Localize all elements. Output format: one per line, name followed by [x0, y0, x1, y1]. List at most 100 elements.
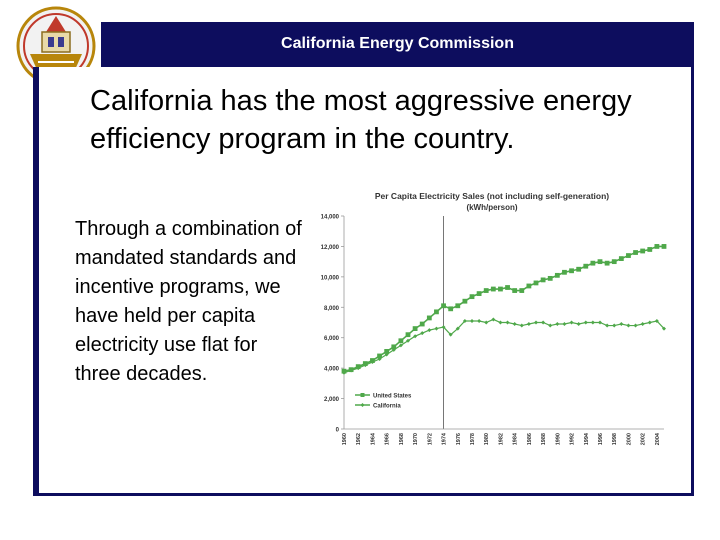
data-point-california	[519, 323, 524, 328]
y-tick-label: 8,000	[324, 306, 340, 312]
data-point-united-states	[462, 298, 468, 304]
x-tick-label: 1992	[570, 433, 576, 445]
x-tick-label: 1990	[555, 433, 561, 445]
x-tick-label: 1996	[598, 433, 604, 445]
data-point-california	[555, 322, 560, 327]
data-point-california	[370, 360, 375, 365]
data-point-united-states	[505, 285, 510, 290]
x-tick-label: 2004	[655, 432, 661, 445]
x-tick-label: 1976	[456, 433, 462, 445]
data-point-united-states	[441, 303, 446, 309]
data-point-california	[640, 322, 645, 327]
data-point-california	[647, 320, 652, 325]
data-point-united-states	[604, 260, 610, 266]
data-point-united-states	[434, 309, 439, 315]
data-point-united-states	[476, 291, 482, 296]
data-point-united-states	[391, 344, 397, 350]
data-point-california	[434, 326, 439, 331]
slide-title: California has the most aggressive energ…	[90, 85, 632, 155]
y-tick-label: 12,000	[321, 245, 340, 251]
data-point-united-states	[590, 260, 596, 266]
data-point-california	[462, 318, 467, 323]
legend-marker-square	[360, 393, 365, 397]
chart-subtitle: (kWh/person)	[466, 203, 517, 212]
data-point-california	[505, 320, 510, 325]
data-point-california	[398, 343, 403, 348]
data-point-united-states	[469, 294, 475, 300]
data-point-california	[662, 326, 666, 331]
data-point-united-states	[618, 256, 624, 261]
data-point-california	[427, 328, 432, 333]
header-title: California Energy Commission	[281, 35, 514, 52]
data-point-california	[541, 320, 546, 325]
data-point-united-states	[533, 280, 539, 286]
frame-left-edge	[33, 67, 39, 496]
data-point-united-states	[626, 253, 631, 258]
data-point-united-states	[540, 277, 546, 283]
data-point-california	[548, 323, 553, 328]
data-point-california	[512, 322, 517, 327]
y-tick-label: 10,000	[321, 275, 340, 281]
data-point-california	[363, 363, 368, 368]
data-point-california	[654, 318, 659, 323]
data-point-california	[406, 338, 410, 343]
data-point-united-states	[597, 259, 603, 265]
data-point-california	[484, 320, 489, 325]
x-tick-label: 2000	[626, 433, 632, 445]
data-point-united-states	[377, 353, 382, 359]
data-point-united-states	[526, 283, 532, 289]
data-point-california	[576, 322, 581, 327]
data-point-california	[526, 322, 531, 327]
x-tick-label: 1994	[584, 432, 590, 445]
data-point-united-states	[554, 272, 560, 278]
data-point-california	[455, 326, 460, 331]
data-point-united-states	[640, 248, 646, 254]
data-point-united-states	[611, 259, 617, 265]
y-tick-label: 2,000	[324, 397, 340, 403]
content-frame	[33, 67, 694, 496]
data-point-california	[377, 357, 382, 362]
body-text: Through a combination of mandated standa…	[75, 218, 302, 385]
x-tick-label: 1962	[356, 433, 362, 445]
data-point-california	[498, 320, 503, 325]
data-point-united-states	[562, 269, 567, 275]
data-point-united-states	[647, 247, 653, 252]
data-point-united-states	[661, 244, 667, 249]
data-point-california	[356, 366, 361, 371]
data-point-california	[562, 322, 567, 327]
legend-label: California	[373, 404, 401, 410]
data-point-california	[626, 323, 631, 328]
x-tick-label: 1966	[385, 433, 391, 445]
y-tick-label: 14,000	[321, 215, 340, 221]
x-tick-label: 1964	[370, 432, 376, 445]
data-point-california	[583, 320, 588, 325]
x-tick-label: 1974	[442, 432, 448, 445]
data-point-california	[349, 368, 354, 373]
x-tick-label: 1972	[427, 433, 433, 445]
x-tick-label: 1982	[498, 433, 504, 445]
data-point-california	[342, 370, 346, 375]
legend-label: United States	[373, 394, 412, 400]
x-tick-label: 1998	[612, 433, 618, 445]
x-tick-label: 1960	[342, 433, 348, 445]
legend-marker-diamond	[360, 403, 365, 407]
header-bar: California Energy Commission	[101, 22, 694, 67]
data-point-united-states	[412, 326, 418, 331]
data-point-california	[569, 320, 574, 325]
x-tick-label: 2002	[641, 433, 647, 445]
data-point-united-states	[384, 349, 390, 354]
chart-title: Per Capita Electricity Sales (not includ…	[375, 191, 609, 201]
y-tick-label: 6,000	[324, 336, 340, 342]
data-point-united-states	[398, 338, 404, 344]
data-point-california	[477, 318, 482, 323]
data-point-california	[534, 320, 538, 325]
california-seal-icon	[16, 6, 96, 86]
x-tick-label: 1988	[541, 433, 547, 445]
data-point-california	[470, 318, 474, 323]
data-point-california	[420, 331, 425, 336]
x-tick-label: 1968	[399, 433, 405, 445]
y-tick-label: 4,000	[324, 367, 340, 373]
data-point-california	[633, 323, 638, 328]
data-point-united-states	[519, 288, 525, 293]
data-point-california	[448, 332, 453, 337]
